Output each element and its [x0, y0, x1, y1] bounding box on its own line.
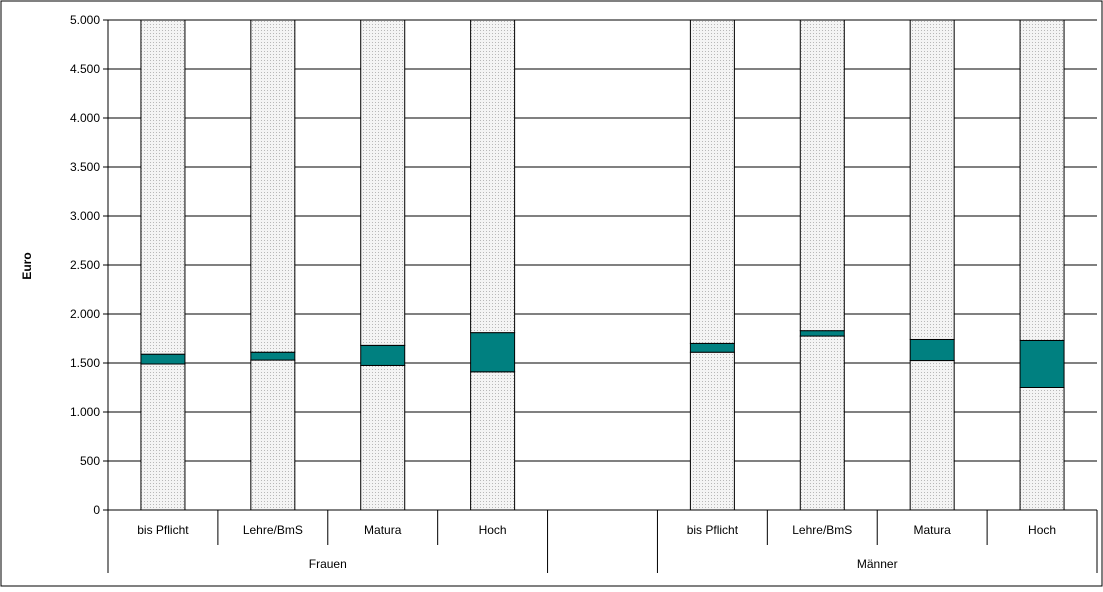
- y-tick-labels: 0 500 1.000 1.500 2.000 2.500 3.000 3.500 4.000 4…: [70, 13, 108, 517]
- y-tick-label: 2.500: [70, 258, 100, 272]
- y-tick-label: 3.500: [70, 160, 100, 174]
- x-category-label: Hoch: [479, 523, 507, 537]
- x-group-label: Männer: [857, 557, 898, 571]
- bar-segment: [250, 359, 296, 511]
- x-category-label: Lehre/BmS: [243, 523, 303, 537]
- bar-segment: [360, 364, 406, 511]
- bar-segment: [909, 360, 955, 511]
- bar-segment: [470, 371, 516, 511]
- x-category-label: Matura: [913, 523, 951, 537]
- bar-segment: [689, 19, 735, 344]
- bar-segment: [909, 338, 955, 362]
- bar-segment: [799, 19, 845, 332]
- x-group-label: Frauen: [309, 557, 347, 571]
- bar-segment: [1019, 387, 1065, 511]
- bar-segment: [1019, 339, 1065, 388]
- bar-segment: [140, 19, 186, 355]
- x-category-label: bis Pflicht: [137, 523, 189, 537]
- y-tick-label: 4.000: [70, 111, 100, 125]
- bar-segment: [689, 351, 735, 511]
- bar-segment: [799, 335, 845, 511]
- bar-segment: [250, 19, 296, 353]
- bar-segment: [1019, 19, 1065, 341]
- y-tick-label: 500: [80, 454, 100, 468]
- x-category-label: Matura: [364, 523, 402, 537]
- x-group-labels: Frauen Männer: [309, 557, 898, 571]
- x-category-label: Hoch: [1028, 523, 1056, 537]
- bar-segment: [909, 19, 955, 340]
- bar-segment: [470, 332, 516, 373]
- bar-segment: [360, 344, 406, 366]
- x-category-label: Lehre/BmS: [792, 523, 852, 537]
- bar-segment: [140, 363, 186, 511]
- y-tick-label: 5.000: [70, 13, 100, 27]
- x-category-labels: bis Pflicht Lehre/BmS Matura Hoch bis Pflich…: [137, 523, 1056, 537]
- y-tick-label: 3.000: [70, 209, 100, 223]
- y-tick-label: 4.500: [70, 62, 100, 76]
- y-tick-label: 0: [93, 503, 100, 517]
- y-tick-label: 2.000: [70, 307, 100, 321]
- bar-segment: [470, 19, 516, 334]
- bar-segment: [360, 19, 406, 346]
- y-tick-label: 1.500: [70, 356, 100, 370]
- axes: [107, 20, 1098, 573]
- bar-segment: [140, 353, 186, 365]
- bar-segment: [689, 342, 735, 353]
- x-category-label: bis Pflicht: [687, 523, 739, 537]
- bar-segment: [250, 351, 296, 361]
- y-axis-label: Euro: [20, 252, 34, 279]
- bar-segment: [799, 330, 845, 337]
- bars: [140, 19, 1065, 511]
- y-tick-label: 1.000: [70, 405, 100, 419]
